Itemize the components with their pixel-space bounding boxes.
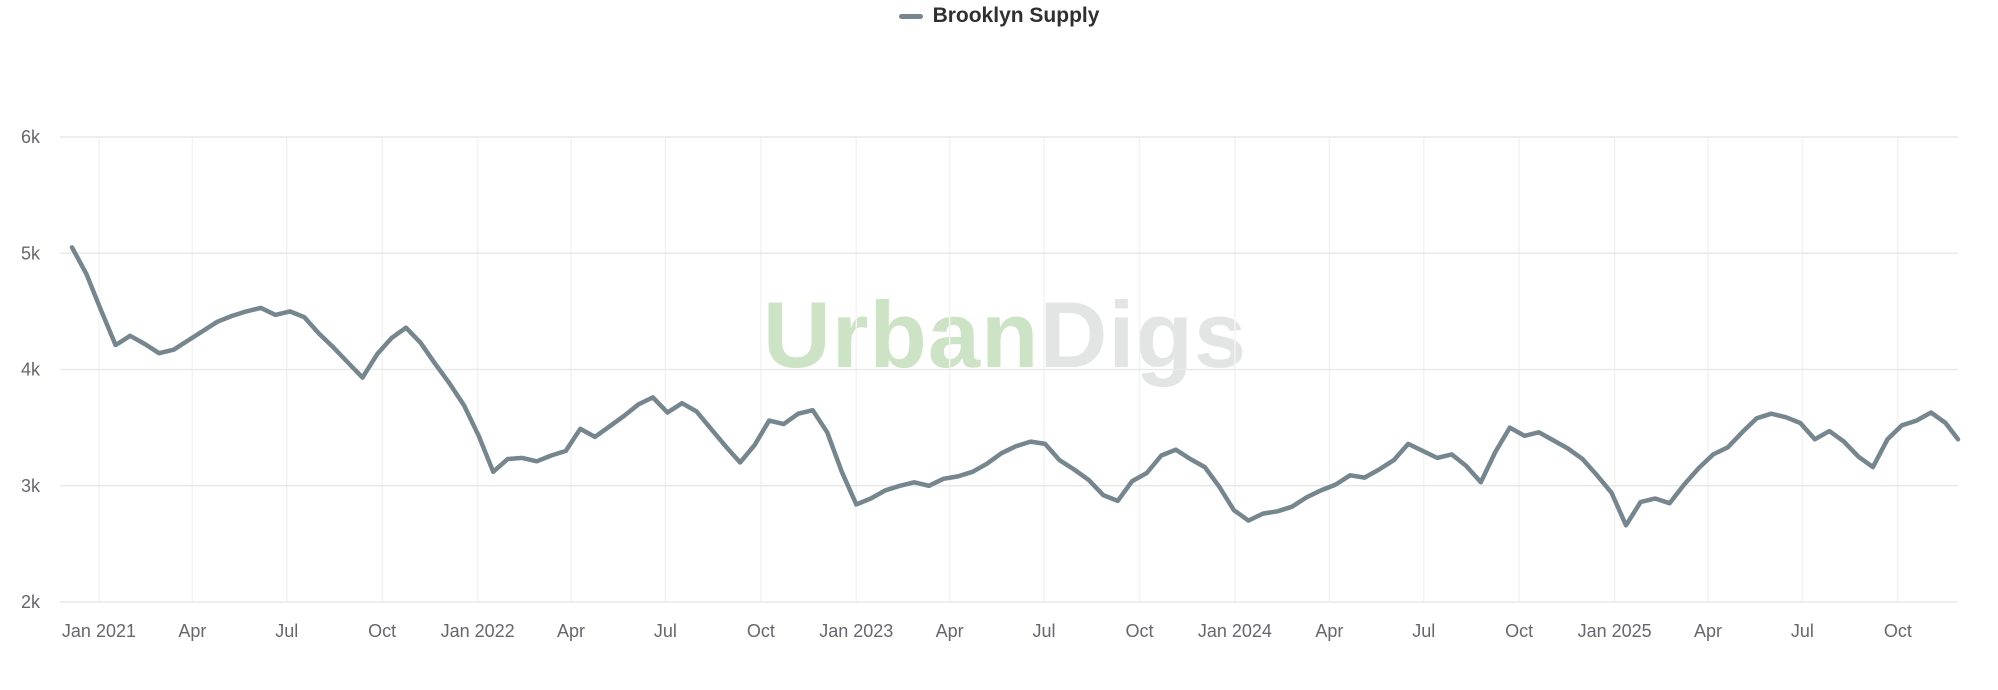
x-tick-label: Jan 2025 <box>1578 621 1652 641</box>
y-tick-label: 2k <box>21 592 41 612</box>
x-tick-label: Oct <box>1505 621 1533 641</box>
x-tick-label: Oct <box>1125 621 1153 641</box>
x-tick-label: Jan 2022 <box>441 621 515 641</box>
x-tick-label: Apr <box>1315 621 1343 641</box>
x-tick-label: Jan 2023 <box>819 621 893 641</box>
y-tick-label: 6k <box>21 127 41 147</box>
x-tick-label: Oct <box>747 621 775 641</box>
x-tick-label: Jul <box>654 621 677 641</box>
y-tick-label: 5k <box>21 243 41 263</box>
x-tick-label: Jul <box>1791 621 1814 641</box>
brooklyn-supply-series-line[interactable] <box>69 245 1961 528</box>
legend: Brooklyn Supply <box>0 4 1998 28</box>
x-tick-label: Jul <box>1033 621 1056 641</box>
x-axis-labels: Jan 2021 Apr Jul Oct Jan 2022 Apr Jul Oct Jan 20… <box>62 621 1912 641</box>
x-tick-label: Jan 2021 <box>62 621 136 641</box>
horizontal-gridlines <box>60 136 1958 603</box>
y-axis-labels: 6k 5k 4k 3k 2k <box>21 127 41 612</box>
x-tick-label: Jan 2024 <box>1198 621 1272 641</box>
x-tick-label: Oct <box>1884 621 1912 641</box>
legend-item-brooklyn-supply[interactable]: Brooklyn Supply <box>932 4 1100 27</box>
y-tick-label: 4k <box>21 360 41 380</box>
legend-line-swatch[interactable] <box>898 13 923 19</box>
x-tick-label: Jul <box>275 621 298 641</box>
x-tick-label: Apr <box>557 621 585 641</box>
x-tick-label: Oct <box>368 621 396 641</box>
y-tick-label: 3k <box>21 476 41 496</box>
x-tick-label: Apr <box>936 621 964 641</box>
x-tick-label: Apr <box>1694 621 1722 641</box>
x-tick-label: Apr <box>178 621 206 641</box>
x-tick-label: Jul <box>1412 621 1435 641</box>
